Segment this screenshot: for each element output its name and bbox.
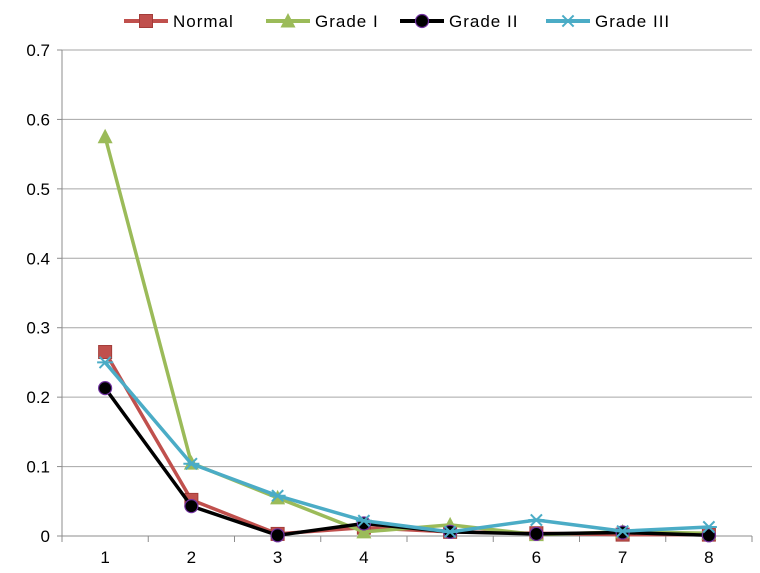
legend-marker <box>560 14 576 28</box>
x-tick-label: 4 <box>359 548 368 567</box>
data-point <box>700 520 717 534</box>
x-tick-label: 1 <box>100 548 109 567</box>
data-point <box>529 526 544 542</box>
legend-item: Grade I <box>266 12 379 31</box>
data-point <box>97 128 113 144</box>
x-tick-label: 5 <box>445 548 454 567</box>
legend-item: Normal <box>124 12 234 31</box>
y-tick-label: 0 <box>41 527 50 546</box>
legend-item: Grade II <box>400 12 518 31</box>
chart-legend: Normal Grade I Grade II Grade III <box>124 12 670 31</box>
series-line <box>103 361 709 534</box>
series-line <box>103 136 709 537</box>
legend-marker <box>414 13 430 29</box>
data-point <box>528 513 545 527</box>
series-line <box>103 387 709 538</box>
data-point <box>270 528 285 543</box>
data-point <box>97 356 114 369</box>
legend-label: Grade I <box>315 12 379 31</box>
legend-label: Grade II <box>449 12 518 31</box>
y-tick-label: 0.3 <box>26 319 50 338</box>
data-point <box>356 523 372 539</box>
x-axis-tick-labels: 1 2 3 4 5 6 7 8 <box>100 548 713 567</box>
series-group <box>97 128 717 543</box>
x-tick-label: 3 <box>273 548 282 567</box>
x-tick-label: 6 <box>532 548 541 567</box>
data-point <box>98 345 113 360</box>
data-point <box>269 489 286 503</box>
y-tick-label: 0.4 <box>26 249 50 268</box>
legend-label: Normal <box>173 12 234 31</box>
data-point <box>442 525 459 539</box>
data-point <box>355 514 372 528</box>
y-tick-label: 0.1 <box>26 458 50 477</box>
y-axis-tick-labels: 0 0.1 0.2 0.3 0.4 0.5 0.6 0.7 <box>26 41 50 546</box>
legend-item: Grade III <box>546 12 670 31</box>
legend-marker <box>139 14 153 28</box>
series-grade-iii <box>97 356 717 539</box>
y-tick-label: 0.2 <box>26 388 50 407</box>
data-point <box>183 457 200 471</box>
grid-lines <box>62 49 752 537</box>
data-point <box>184 499 199 514</box>
data-point <box>614 524 631 538</box>
x-tick-label: 2 <box>187 548 196 567</box>
x-tick-label: 7 <box>618 548 627 567</box>
axes <box>57 49 753 542</box>
y-tick-label: 0.5 <box>26 180 50 199</box>
series-grade-i <box>97 128 717 542</box>
y-tick-label: 0.7 <box>26 41 50 60</box>
x-tick-label: 8 <box>704 548 713 567</box>
data-point <box>701 528 716 543</box>
data-point <box>98 381 113 396</box>
legend-label: Grade III <box>595 12 670 31</box>
y-tick-label: 0.6 <box>26 110 50 129</box>
legend-marker <box>280 13 296 28</box>
